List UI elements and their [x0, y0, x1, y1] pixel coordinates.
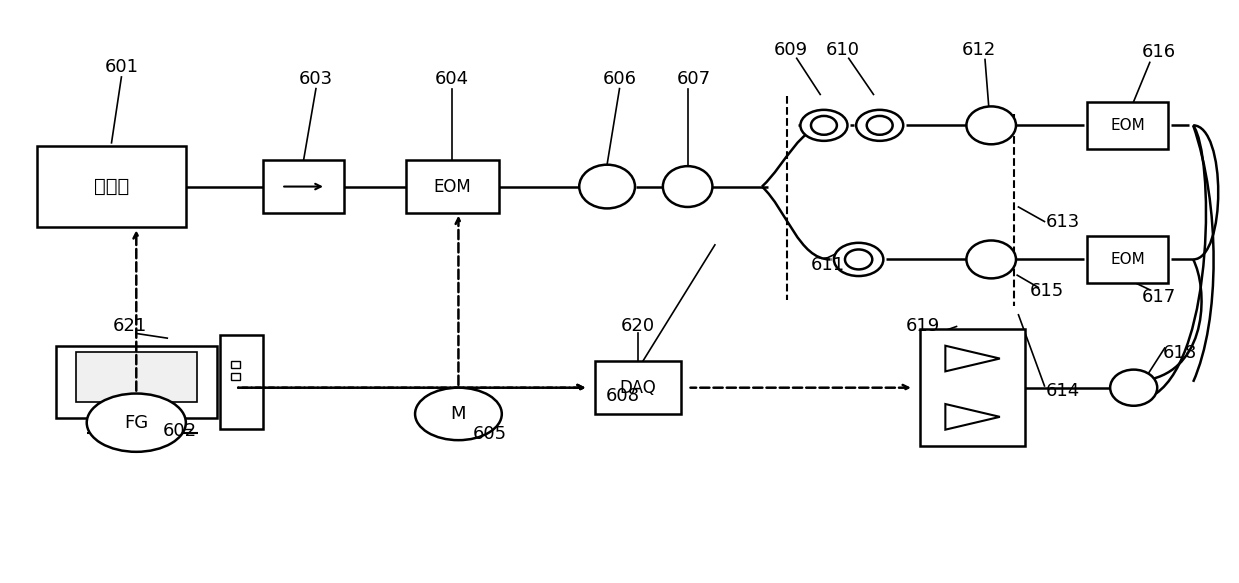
FancyBboxPatch shape	[1088, 236, 1168, 283]
Ellipse shape	[663, 166, 712, 207]
Text: EOM: EOM	[434, 178, 471, 195]
Text: EOM: EOM	[1110, 252, 1145, 267]
Ellipse shape	[1110, 370, 1157, 406]
Text: 激光器: 激光器	[94, 177, 129, 196]
Ellipse shape	[966, 240, 1016, 278]
Ellipse shape	[856, 110, 903, 141]
Text: 621: 621	[113, 318, 147, 335]
Text: 608: 608	[606, 388, 641, 405]
Ellipse shape	[966, 106, 1016, 145]
Text: 613: 613	[1046, 213, 1080, 230]
FancyBboxPatch shape	[37, 146, 186, 227]
Text: 614: 614	[1046, 382, 1080, 399]
Ellipse shape	[800, 110, 847, 141]
Text: 609: 609	[773, 41, 808, 58]
FancyBboxPatch shape	[1088, 102, 1168, 149]
FancyBboxPatch shape	[56, 346, 217, 417]
FancyBboxPatch shape	[919, 329, 1026, 446]
FancyBboxPatch shape	[76, 352, 197, 402]
Text: EOM: EOM	[1110, 118, 1145, 133]
Text: FG: FG	[124, 414, 149, 431]
Text: 606: 606	[602, 70, 637, 87]
Text: 602: 602	[162, 423, 197, 440]
Text: 601: 601	[104, 58, 139, 76]
Text: 617: 617	[1141, 289, 1176, 306]
Ellipse shape	[415, 388, 502, 440]
Text: 615: 615	[1030, 283, 1064, 300]
FancyBboxPatch shape	[263, 160, 343, 213]
Text: DAQ: DAQ	[620, 379, 657, 396]
Text: 603: 603	[299, 70, 333, 87]
Text: 618: 618	[1162, 344, 1197, 361]
Text: 610: 610	[825, 41, 860, 58]
Text: 604: 604	[435, 70, 470, 87]
Ellipse shape	[580, 164, 634, 208]
Ellipse shape	[834, 243, 883, 276]
FancyBboxPatch shape	[230, 361, 239, 368]
Text: 611: 611	[810, 257, 845, 274]
FancyBboxPatch shape	[221, 335, 263, 429]
Ellipse shape	[845, 250, 872, 269]
Text: 612: 612	[961, 41, 996, 58]
Text: 620: 620	[621, 318, 655, 335]
Text: M: M	[451, 405, 466, 423]
Text: 607: 607	[676, 70, 711, 87]
FancyBboxPatch shape	[595, 361, 681, 414]
Ellipse shape	[812, 116, 836, 135]
Text: 616: 616	[1141, 44, 1176, 61]
FancyBboxPatch shape	[406, 160, 498, 213]
FancyBboxPatch shape	[230, 373, 239, 380]
Ellipse shape	[867, 116, 892, 135]
Text: 605: 605	[472, 426, 507, 443]
Text: 619: 619	[906, 318, 940, 335]
Ellipse shape	[87, 394, 186, 452]
